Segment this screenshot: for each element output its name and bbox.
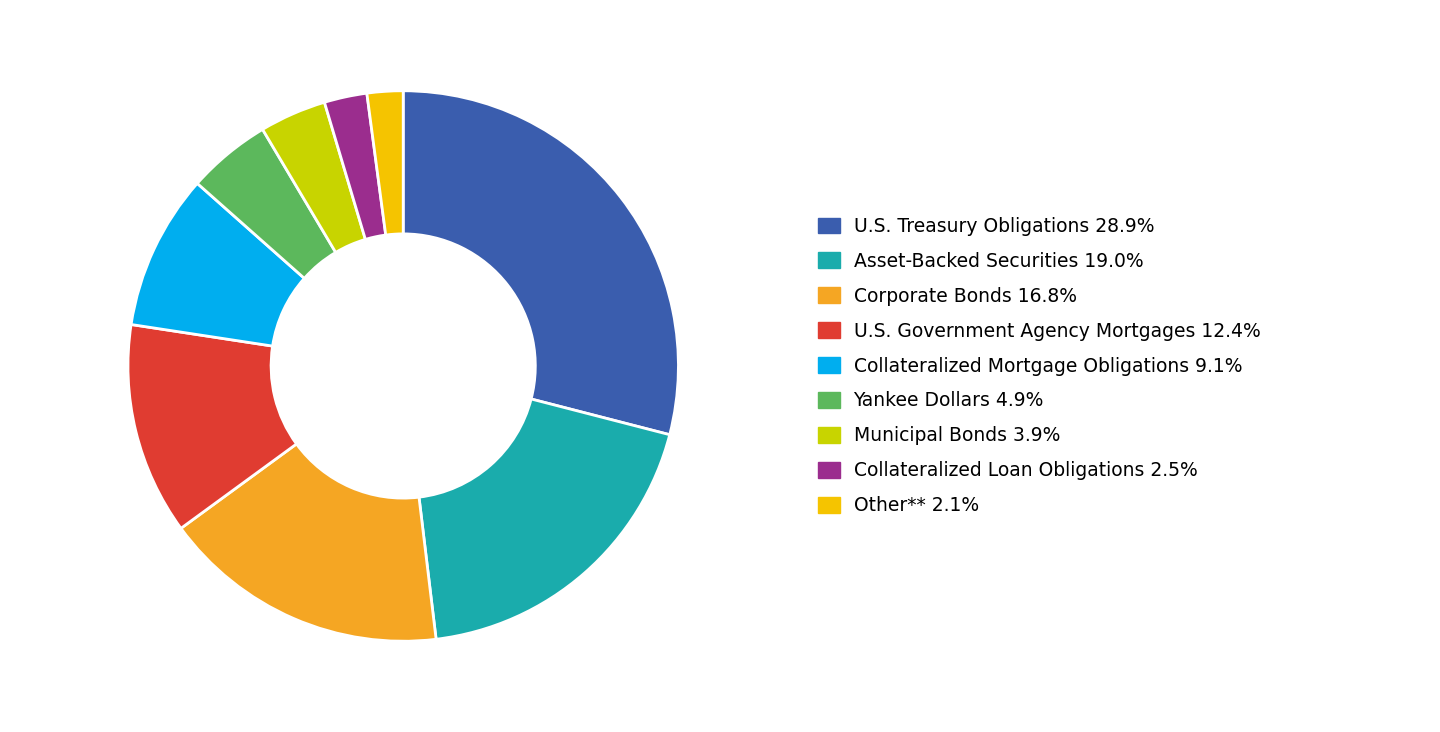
Wedge shape (324, 93, 386, 239)
Wedge shape (128, 324, 297, 529)
Wedge shape (403, 91, 678, 435)
Legend: U.S. Treasury Obligations 28.9%, Asset-Backed Securities 19.0%, Corporate Bonds : U.S. Treasury Obligations 28.9%, Asset-B… (809, 207, 1270, 525)
Wedge shape (419, 399, 670, 639)
Wedge shape (367, 91, 403, 235)
Wedge shape (181, 444, 436, 641)
Wedge shape (262, 102, 366, 253)
Wedge shape (197, 130, 336, 278)
Wedge shape (131, 184, 304, 346)
